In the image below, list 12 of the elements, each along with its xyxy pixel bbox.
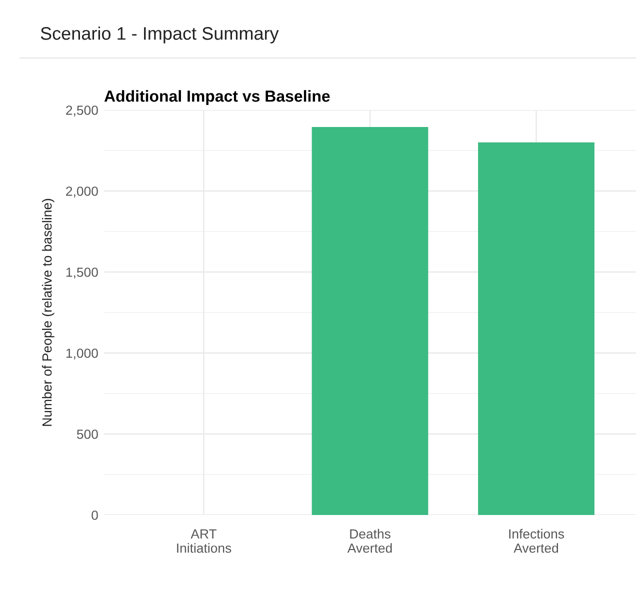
- y-tick-label: 500: [76, 430, 98, 439]
- y-axis-title: Number of People (relative to baseline): [42, 198, 54, 426]
- x-tick-label: Deaths Averted: [347, 528, 392, 553]
- chart-subtitle: Additional Impact vs Baseline: [104, 90, 330, 105]
- x-tick-label: Infections Averted: [509, 528, 564, 553]
- x-tick-label: ART Initiations: [177, 529, 232, 553]
- y-tick-label: 2,000: [66, 186, 98, 198]
- chart-title: Scenario 1 - Impact Summary: [40, 26, 279, 44]
- y-tick-label: 1,000: [66, 348, 98, 360]
- y-tick-label: 2,500: [66, 106, 98, 116]
- y-tick-label: 1,500: [66, 268, 98, 278]
- y-tick-label: 0: [92, 510, 98, 520]
